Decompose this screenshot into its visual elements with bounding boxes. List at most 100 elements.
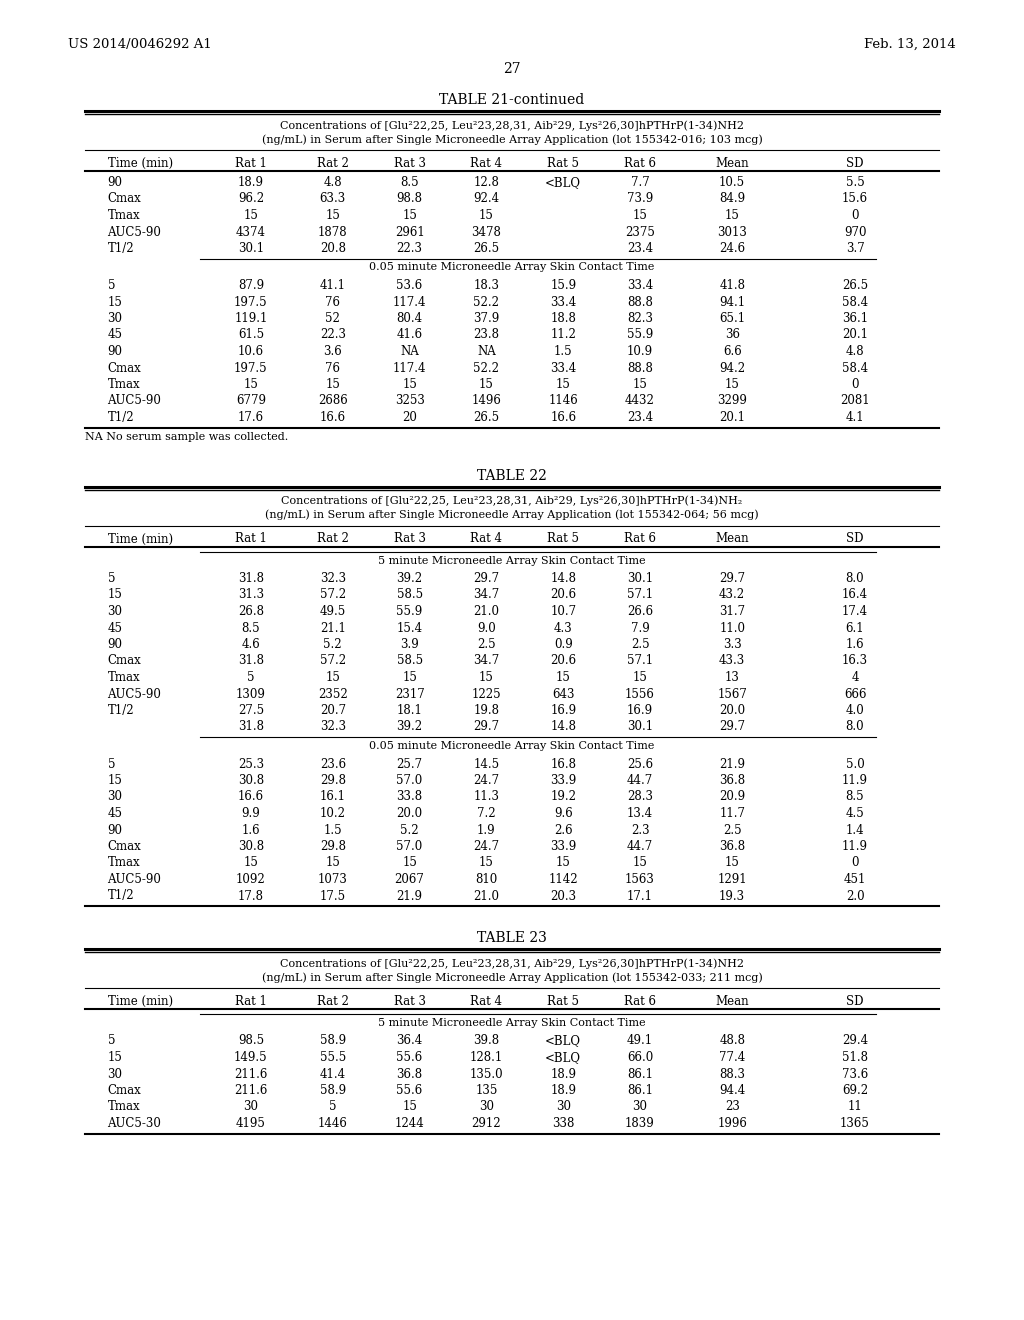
Text: 11.7: 11.7	[719, 807, 745, 820]
Text: Rat 1: Rat 1	[234, 532, 267, 545]
Text: 88.8: 88.8	[627, 362, 653, 375]
Text: 27: 27	[503, 62, 521, 77]
Text: 25.6: 25.6	[627, 758, 653, 771]
Text: 25.7: 25.7	[396, 758, 423, 771]
Text: 30.8: 30.8	[238, 840, 264, 853]
Text: Tmax: Tmax	[108, 378, 140, 391]
Text: 1146: 1146	[548, 395, 579, 408]
Text: 41.6: 41.6	[396, 329, 423, 342]
Text: 33.9: 33.9	[550, 774, 577, 787]
Text: 16.4: 16.4	[842, 589, 868, 602]
Text: 20.7: 20.7	[319, 704, 346, 717]
Text: Tmax: Tmax	[108, 1101, 140, 1114]
Text: 20.6: 20.6	[550, 589, 577, 602]
Text: 28.3: 28.3	[627, 791, 653, 804]
Text: 15: 15	[108, 296, 123, 309]
Text: 69.2: 69.2	[842, 1084, 868, 1097]
Text: 16.9: 16.9	[627, 704, 653, 717]
Text: 2375: 2375	[625, 226, 655, 239]
Text: 77.4: 77.4	[719, 1051, 745, 1064]
Text: 15: 15	[108, 1051, 123, 1064]
Text: 10.6: 10.6	[238, 345, 264, 358]
Text: 17.1: 17.1	[627, 890, 653, 903]
Text: 1556: 1556	[625, 688, 655, 701]
Text: 36.1: 36.1	[842, 312, 868, 325]
Text: 20.8: 20.8	[319, 242, 346, 255]
Text: 15: 15	[725, 857, 739, 870]
Text: Tmax: Tmax	[108, 671, 140, 684]
Text: 30: 30	[479, 1101, 494, 1114]
Text: 4.0: 4.0	[846, 704, 864, 717]
Text: Rat 2: Rat 2	[316, 532, 349, 545]
Text: 45: 45	[108, 329, 123, 342]
Text: 1365: 1365	[840, 1117, 870, 1130]
Text: 0: 0	[851, 378, 859, 391]
Text: 1244: 1244	[394, 1117, 425, 1130]
Text: SD: SD	[846, 532, 864, 545]
Text: 21.0: 21.0	[473, 890, 500, 903]
Text: 0.05 minute Microneedle Array Skin Contact Time: 0.05 minute Microneedle Array Skin Conta…	[370, 263, 654, 272]
Text: 29.7: 29.7	[719, 572, 745, 585]
Text: 90: 90	[108, 638, 123, 651]
Text: 41.4: 41.4	[319, 1068, 346, 1081]
Text: 1567: 1567	[717, 688, 748, 701]
Text: 16.1: 16.1	[319, 791, 346, 804]
Text: 2686: 2686	[317, 395, 348, 408]
Text: Rat 4: Rat 4	[470, 532, 503, 545]
Text: 197.5: 197.5	[234, 362, 267, 375]
Text: T1/2: T1/2	[108, 411, 134, 424]
Text: 8.0: 8.0	[846, 572, 864, 585]
Text: 1.6: 1.6	[242, 824, 260, 837]
Text: 810: 810	[475, 873, 498, 886]
Text: US 2014/0046292 A1: US 2014/0046292 A1	[68, 38, 212, 51]
Text: 31.8: 31.8	[238, 721, 264, 734]
Text: 17.6: 17.6	[238, 411, 264, 424]
Text: 30: 30	[244, 1101, 258, 1114]
Text: 52.2: 52.2	[473, 362, 500, 375]
Text: 18.1: 18.1	[396, 704, 423, 717]
Text: 1092: 1092	[236, 873, 266, 886]
Text: 18.9: 18.9	[238, 176, 264, 189]
Text: 2.5: 2.5	[723, 824, 741, 837]
Text: 4195: 4195	[236, 1117, 266, 1130]
Text: 15: 15	[244, 209, 258, 222]
Text: 20: 20	[402, 411, 417, 424]
Text: 31.3: 31.3	[238, 589, 264, 602]
Text: 23: 23	[725, 1101, 739, 1114]
Text: Rat 6: Rat 6	[624, 532, 656, 545]
Text: 2352: 2352	[317, 688, 348, 701]
Text: 9.9: 9.9	[242, 807, 260, 820]
Text: Rat 4: Rat 4	[470, 995, 503, 1008]
Text: Time (min): Time (min)	[108, 157, 173, 170]
Text: AUC5-90: AUC5-90	[108, 873, 162, 886]
Text: 45: 45	[108, 622, 123, 635]
Text: 12.8: 12.8	[473, 176, 500, 189]
Text: AUC5-90: AUC5-90	[108, 395, 162, 408]
Text: 15: 15	[633, 209, 647, 222]
Text: 36: 36	[725, 329, 739, 342]
Text: 94.4: 94.4	[719, 1084, 745, 1097]
Text: NA No serum sample was collected.: NA No serum sample was collected.	[85, 433, 288, 442]
Text: 80.4: 80.4	[396, 312, 423, 325]
Text: Rat 5: Rat 5	[547, 532, 580, 545]
Text: 2.6: 2.6	[554, 824, 572, 837]
Text: <BLQ: <BLQ	[545, 176, 582, 189]
Text: 0: 0	[851, 209, 859, 222]
Text: 15: 15	[402, 209, 417, 222]
Text: 2317: 2317	[394, 688, 425, 701]
Text: 5: 5	[247, 671, 255, 684]
Text: Concentrations of [Glu²22,25, Leu²23,28,31, Aib²29, Lys²26,30]hPTHrP(1-34)NH2: Concentrations of [Glu²22,25, Leu²23,28,…	[280, 120, 744, 131]
Text: 25.3: 25.3	[238, 758, 264, 771]
Text: 33.9: 33.9	[550, 840, 577, 853]
Text: 57.1: 57.1	[627, 655, 653, 668]
Text: AUC5-90: AUC5-90	[108, 226, 162, 239]
Text: 22.3: 22.3	[396, 242, 423, 255]
Text: 16.6: 16.6	[550, 411, 577, 424]
Text: 65.1: 65.1	[719, 312, 745, 325]
Text: Mean: Mean	[716, 157, 749, 170]
Text: 15: 15	[402, 1101, 417, 1114]
Text: 451: 451	[844, 873, 866, 886]
Text: (ng/mL) in Serum after Single Microneedle Array Application (lot 155342-033; 211: (ng/mL) in Serum after Single Microneedl…	[261, 972, 763, 982]
Text: 15: 15	[479, 671, 494, 684]
Text: 41.8: 41.8	[719, 279, 745, 292]
